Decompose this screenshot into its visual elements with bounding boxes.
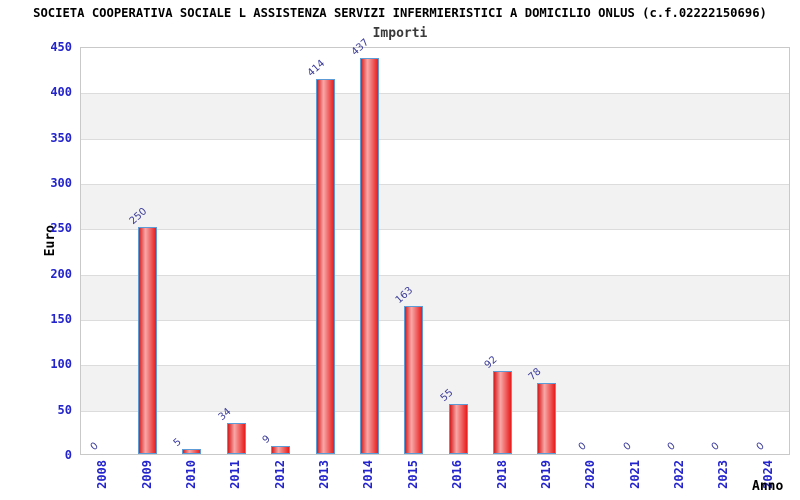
background-band <box>81 365 789 411</box>
x-tick-text-2023: 2023 <box>716 460 731 489</box>
x-tick-2022: 2022 <box>671 460 687 498</box>
y-tick-0: 0 <box>64 448 72 462</box>
bar-value-label-2010: 5 <box>172 437 185 450</box>
x-tick-text-2010: 2010 <box>183 460 198 489</box>
x-tick-2023: 2023 <box>715 460 731 498</box>
x-tick-2020: 2020 <box>582 460 598 498</box>
x-tick-2009: 2009 <box>139 460 155 498</box>
x-tick-text-2021: 2021 <box>627 460 642 489</box>
bar-value-label-2021: 0 <box>621 440 634 453</box>
bar-value-label-2012: 9 <box>260 433 273 446</box>
background-band <box>81 274 789 320</box>
bar-2019 <box>537 383 557 454</box>
x-axis-title: Anno <box>752 479 784 494</box>
bar-2015 <box>404 306 424 454</box>
y-tick-150: 150 <box>50 312 72 326</box>
bar-2009 <box>138 227 158 454</box>
bar-2014 <box>359 57 379 454</box>
x-tick-text-2018: 2018 <box>494 460 509 489</box>
x-tick-2018: 2018 <box>494 460 510 498</box>
x-tick-text-2014: 2014 <box>361 460 376 489</box>
bar-2010 <box>182 449 202 454</box>
x-tick-text-2009: 2009 <box>139 460 154 489</box>
chart-title: SOCIETA COOPERATIVA SOCIALE L ASSISTENZA… <box>33 6 767 20</box>
x-tick-2015: 2015 <box>405 460 421 498</box>
gridline-150 <box>81 320 789 321</box>
x-tick-text-2020: 2020 <box>583 460 598 489</box>
chart-subtitle: Importi <box>372 26 428 41</box>
y-tick-450: 450 <box>50 40 72 54</box>
x-tick-2011: 2011 <box>227 460 243 498</box>
x-tick-2008: 2008 <box>94 460 110 498</box>
bar-2011 <box>226 423 246 454</box>
gridline-400 <box>81 93 789 95</box>
y-tick-200: 200 <box>50 266 72 281</box>
x-tick-2010: 2010 <box>183 460 199 498</box>
gridline-50 <box>81 410 789 412</box>
background-band <box>81 184 789 230</box>
bar-value-label-2013: 414 <box>305 57 327 79</box>
gridline-350 <box>81 138 789 140</box>
y-tick-250: 250 <box>50 221 72 236</box>
y-tick-50: 50 <box>57 402 72 417</box>
gridline-200 <box>81 274 789 276</box>
bar-2012 <box>271 445 291 454</box>
x-tick-text-2013: 2013 <box>317 460 332 489</box>
x-tick-2013: 2013 <box>316 460 332 498</box>
y-tick-300: 300 <box>50 176 72 190</box>
x-tick-text-2016: 2016 <box>450 460 465 489</box>
x-tick-2012: 2012 <box>272 460 288 498</box>
x-tick-text-2012: 2012 <box>272 460 287 489</box>
bar-value-label-2022: 0 <box>665 440 678 453</box>
bar-value-label-2008: 0 <box>88 440 101 453</box>
x-tick-text-2022: 2022 <box>672 460 687 489</box>
gridline-300 <box>81 184 789 185</box>
x-tick-text-2008: 2008 <box>95 460 110 489</box>
background-band <box>81 93 789 139</box>
x-tick-text-2015: 2015 <box>405 460 420 489</box>
x-tick-2019: 2019 <box>538 460 554 498</box>
bar-2016 <box>448 404 468 454</box>
y-tick-400: 400 <box>50 85 72 100</box>
y-tick-350: 350 <box>50 130 72 145</box>
x-tick-text-2011: 2011 <box>228 460 243 489</box>
plot-area: 0 250 5 34 9 414 437 163 55 92 78 0 0 0 0 0 <box>80 37 790 455</box>
bar-value-label-2023: 0 <box>710 440 723 453</box>
bar-2013 <box>315 78 335 454</box>
x-tick-2021: 2021 <box>627 460 643 498</box>
bar-value-label-2024: 0 <box>754 440 767 453</box>
x-tick-2016: 2016 <box>449 460 465 498</box>
gridline-250 <box>81 229 789 231</box>
bar-value-label-2020: 0 <box>576 440 590 453</box>
gridline-100 <box>81 365 789 367</box>
bar-2018 <box>493 370 513 454</box>
x-tick-2014: 2014 <box>360 460 376 498</box>
x-tick-text-2019: 2019 <box>538 460 553 489</box>
y-tick-100: 100 <box>50 357 72 372</box>
